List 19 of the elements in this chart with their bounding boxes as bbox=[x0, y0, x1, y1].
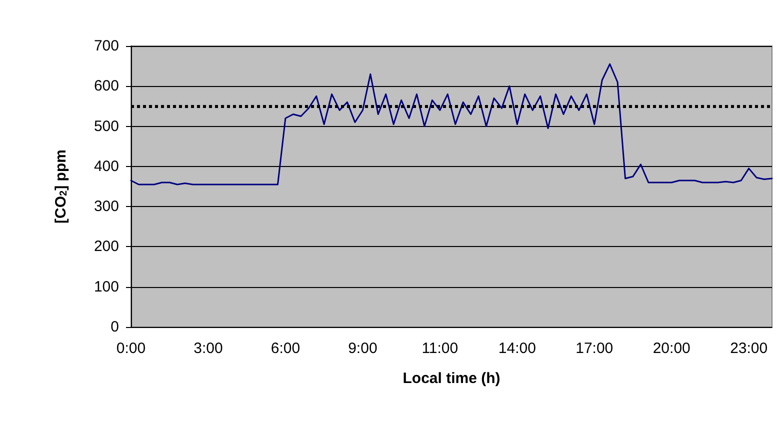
y-tick-label: 100 bbox=[94, 278, 119, 296]
y-tick-label: 500 bbox=[94, 118, 119, 135]
x-tick-label: 0:00 bbox=[116, 340, 146, 357]
x-tick-label: 14:00 bbox=[498, 340, 536, 357]
y-tick-label: 600 bbox=[94, 78, 119, 95]
x-tick-label: 11:00 bbox=[422, 340, 458, 357]
x-tick-label: 6:00 bbox=[270, 340, 300, 357]
y-tick-label: 700 bbox=[94, 38, 119, 54]
x-axis-title: Local time (h) bbox=[402, 370, 500, 387]
x-tick-label: 3:00 bbox=[194, 340, 223, 357]
y-tick-label: 200 bbox=[94, 238, 119, 256]
x-tick-label: 17:00 bbox=[576, 340, 614, 357]
y-tick-label: 300 bbox=[94, 198, 119, 216]
x-tick-label: 20:00 bbox=[652, 340, 690, 357]
x-tick-label: 23:00 bbox=[730, 340, 768, 357]
y-tick-label: 400 bbox=[94, 158, 119, 175]
x-tick-label: 9:00 bbox=[348, 340, 378, 357]
y-tick-label: 0 bbox=[110, 318, 119, 336]
y-axis-title: [CO2] ppm bbox=[52, 150, 70, 224]
